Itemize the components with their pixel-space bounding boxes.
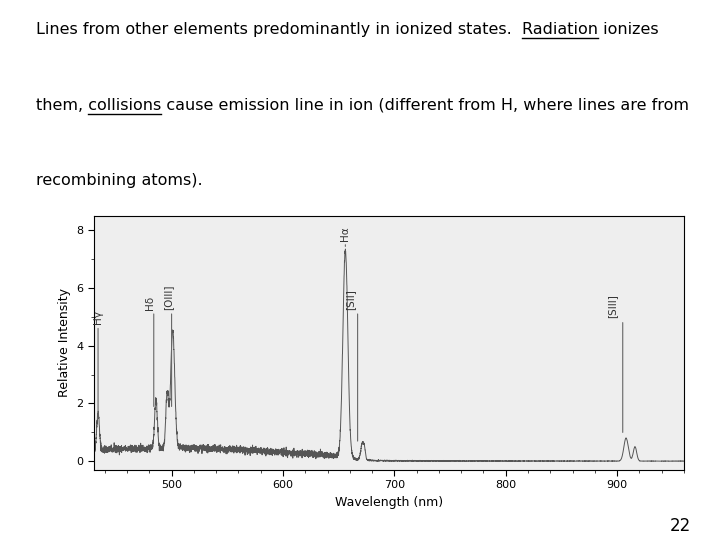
Text: Hγ: Hγ [93,310,103,324]
Text: recombining atoms).: recombining atoms). [36,173,202,188]
Y-axis label: Relative Intensity: Relative Intensity [58,288,71,397]
Text: Hα: Hα [341,226,351,240]
Text: Lines from other elements predominantly in ionized states.  Radiation ionizes: Lines from other elements predominantly … [36,22,659,37]
Text: them, collisions cause emission line in ion (different from H, where lines are f: them, collisions cause emission line in … [36,97,689,112]
X-axis label: Wavelength (nm): Wavelength (nm) [335,496,443,509]
Text: [OIII]: [OIII] [163,284,174,310]
Text: [SIII]: [SIII] [608,294,618,319]
Text: [SII]: [SII] [345,289,355,310]
Text: 22: 22 [670,517,691,535]
Text: Hδ: Hδ [145,295,156,310]
